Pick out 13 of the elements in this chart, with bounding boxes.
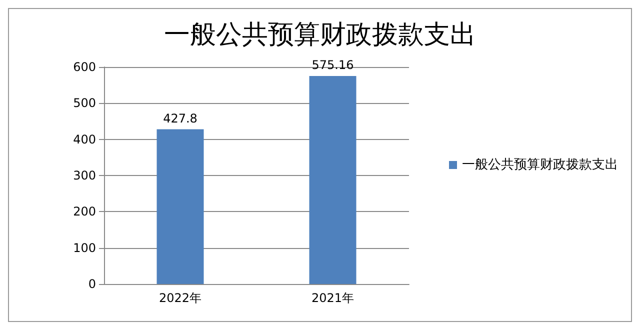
x-tick-label: 2021年 bbox=[311, 291, 354, 305]
legend-label: 一般公共预算财政拨款支出 bbox=[462, 158, 618, 172]
y-tick-label: 400 bbox=[73, 132, 96, 146]
y-tick-label: 0 bbox=[88, 277, 96, 291]
y-tick-label: 200 bbox=[73, 204, 96, 219]
y-tick-label: 500 bbox=[73, 96, 96, 110]
y-tick-label: 300 bbox=[73, 168, 96, 182]
y-tick-label: 100 bbox=[73, 240, 96, 255]
chart-title: 一般公共预算财政拨款支出 bbox=[164, 20, 476, 50]
data-label: 427.8 bbox=[163, 111, 198, 126]
y-tick-label: 600 bbox=[73, 60, 96, 74]
data-label: 575.16 bbox=[312, 58, 354, 72]
x-tick-label: 2022年 bbox=[158, 291, 202, 305]
